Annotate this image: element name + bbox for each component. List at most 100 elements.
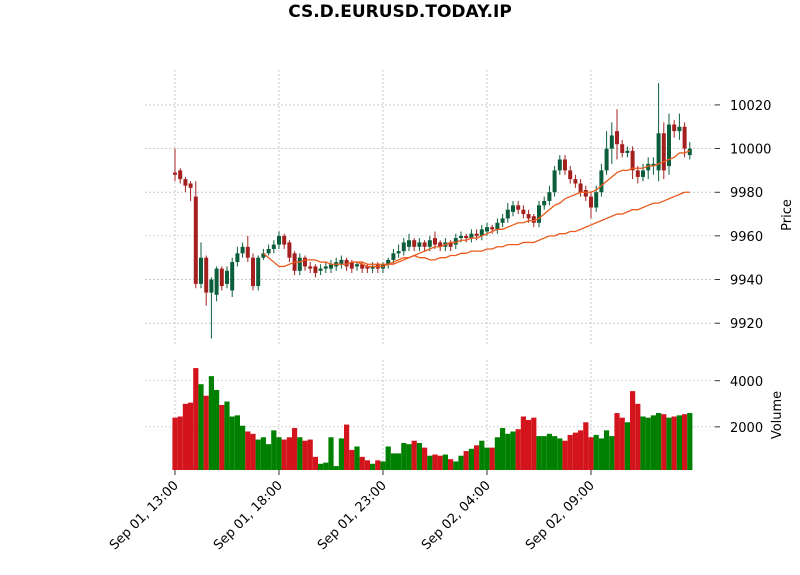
volume-bar bbox=[411, 440, 417, 470]
volume-bar bbox=[432, 454, 438, 470]
volume-bar bbox=[619, 417, 625, 470]
volume-bar bbox=[489, 447, 495, 470]
candle-body bbox=[261, 253, 266, 258]
moving-average-line bbox=[262, 150, 691, 268]
volume-bar bbox=[526, 419, 532, 470]
candle-body bbox=[178, 170, 183, 180]
candle-body bbox=[396, 251, 401, 254]
candle-body bbox=[667, 124, 671, 167]
candle-body bbox=[495, 222, 500, 230]
volume-bar bbox=[484, 447, 490, 470]
volume-bar bbox=[515, 429, 521, 470]
candle-body bbox=[308, 266, 313, 269]
volume-bar bbox=[198, 384, 204, 470]
candle-body bbox=[594, 192, 599, 208]
volume-bar bbox=[307, 439, 313, 470]
candle-body bbox=[433, 238, 437, 245]
volume-bar bbox=[375, 460, 381, 470]
candle-body bbox=[214, 268, 219, 295]
volume-bar bbox=[671, 416, 677, 470]
volume-bar bbox=[604, 430, 610, 470]
volume-bar bbox=[354, 446, 360, 470]
volume-bar bbox=[448, 459, 454, 470]
volume-bar bbox=[177, 416, 183, 470]
volume-bar bbox=[598, 438, 604, 470]
volume-bar bbox=[500, 428, 506, 470]
candle-body bbox=[360, 264, 365, 269]
volume-bar bbox=[328, 437, 334, 470]
volume-bar bbox=[370, 463, 376, 470]
candle-body bbox=[339, 259, 344, 265]
y-tick-label: 2000 bbox=[730, 421, 763, 436]
volume-bar bbox=[401, 443, 407, 470]
volume-bar bbox=[557, 438, 563, 470]
volume-bar bbox=[292, 428, 298, 470]
volume-bar bbox=[266, 444, 272, 470]
candle-body bbox=[297, 257, 302, 271]
volume-bar bbox=[463, 451, 469, 470]
y-axis-label: Price bbox=[780, 199, 795, 231]
volume-bar bbox=[682, 414, 688, 470]
candle-body bbox=[641, 170, 645, 177]
y-axis-label: Volume bbox=[770, 391, 785, 439]
volume-bar bbox=[276, 437, 282, 470]
y-tick-label: 9960 bbox=[730, 230, 763, 245]
volume-bar bbox=[531, 417, 537, 470]
volume-bar bbox=[536, 436, 542, 470]
candle-body bbox=[407, 240, 411, 247]
volume-bar bbox=[494, 437, 500, 470]
volume-bar bbox=[422, 447, 428, 470]
volume-bar bbox=[453, 461, 459, 470]
volume-bar bbox=[567, 434, 573, 470]
candle-body bbox=[464, 235, 469, 239]
y-tick-label: 10020 bbox=[730, 99, 771, 114]
volume-bar bbox=[552, 436, 558, 470]
candle-body bbox=[511, 205, 515, 212]
volume-bar bbox=[203, 395, 209, 470]
volume-bar bbox=[245, 431, 251, 470]
volume-bar bbox=[479, 440, 485, 470]
candle-body bbox=[609, 135, 614, 149]
candle-body bbox=[329, 264, 333, 269]
candle-body bbox=[485, 227, 489, 232]
candle-body bbox=[459, 235, 463, 239]
volume-bar bbox=[458, 455, 464, 470]
candle-body bbox=[412, 240, 417, 247]
moving-average-line bbox=[357, 191, 690, 265]
candle-body bbox=[183, 179, 188, 186]
candle-body bbox=[401, 242, 406, 252]
volume-bar bbox=[656, 413, 662, 470]
volume-bar bbox=[208, 376, 214, 470]
candle-body bbox=[323, 266, 328, 269]
candle-body bbox=[230, 262, 235, 291]
candle-body bbox=[646, 163, 651, 171]
candle-body bbox=[490, 227, 495, 230]
candle-body bbox=[287, 242, 292, 258]
volume-bar bbox=[583, 422, 589, 470]
candle-body bbox=[635, 170, 640, 177]
candle-body bbox=[235, 253, 240, 263]
volume-bar bbox=[406, 444, 412, 470]
volume-bar bbox=[344, 424, 350, 470]
y-tick-label: 9920 bbox=[730, 317, 763, 332]
candle-body bbox=[651, 163, 656, 167]
candle-body bbox=[526, 214, 531, 219]
candle-body bbox=[563, 159, 567, 171]
candle-body bbox=[204, 257, 209, 293]
volume-bar bbox=[364, 460, 370, 470]
candle-body bbox=[682, 126, 687, 149]
volume-bar bbox=[385, 446, 391, 470]
volume-bar bbox=[572, 432, 578, 470]
volume-bar bbox=[224, 401, 230, 470]
volume-bar bbox=[578, 430, 584, 470]
candle-body bbox=[573, 179, 578, 184]
candle-body bbox=[209, 279, 214, 293]
volume-bar bbox=[593, 434, 599, 470]
volume-bar bbox=[427, 455, 433, 470]
volume-bar bbox=[546, 433, 552, 470]
x-tick-label: Sep 01, 18:00 bbox=[211, 478, 286, 553]
candle-body bbox=[656, 133, 661, 171]
volume-bar bbox=[214, 389, 220, 470]
volume-bar bbox=[240, 425, 246, 470]
